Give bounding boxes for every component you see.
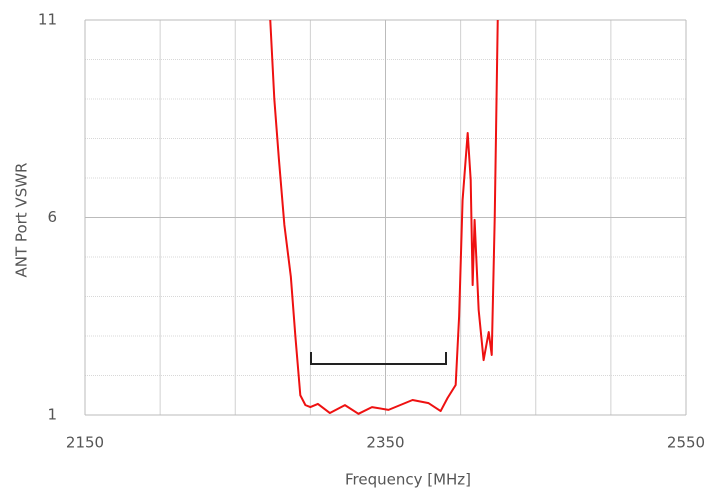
marks — [269, 20, 499, 415]
x-tick-label: 2350 — [366, 434, 404, 452]
x-tick-label: 2550 — [667, 434, 705, 452]
y-axis-label: ANT Port VSWR — [13, 163, 31, 278]
y-tick-label: 11 — [38, 11, 57, 29]
y-tick-label: 1 — [47, 406, 57, 424]
band-bracket — [310, 352, 447, 365]
x-tick-label: 2150 — [66, 434, 104, 452]
x-axis-label: Frequency [MHz] — [345, 471, 471, 489]
line-series — [269, 20, 499, 415]
grid — [84, 19, 687, 416]
y-tick-label: 6 — [47, 208, 57, 226]
